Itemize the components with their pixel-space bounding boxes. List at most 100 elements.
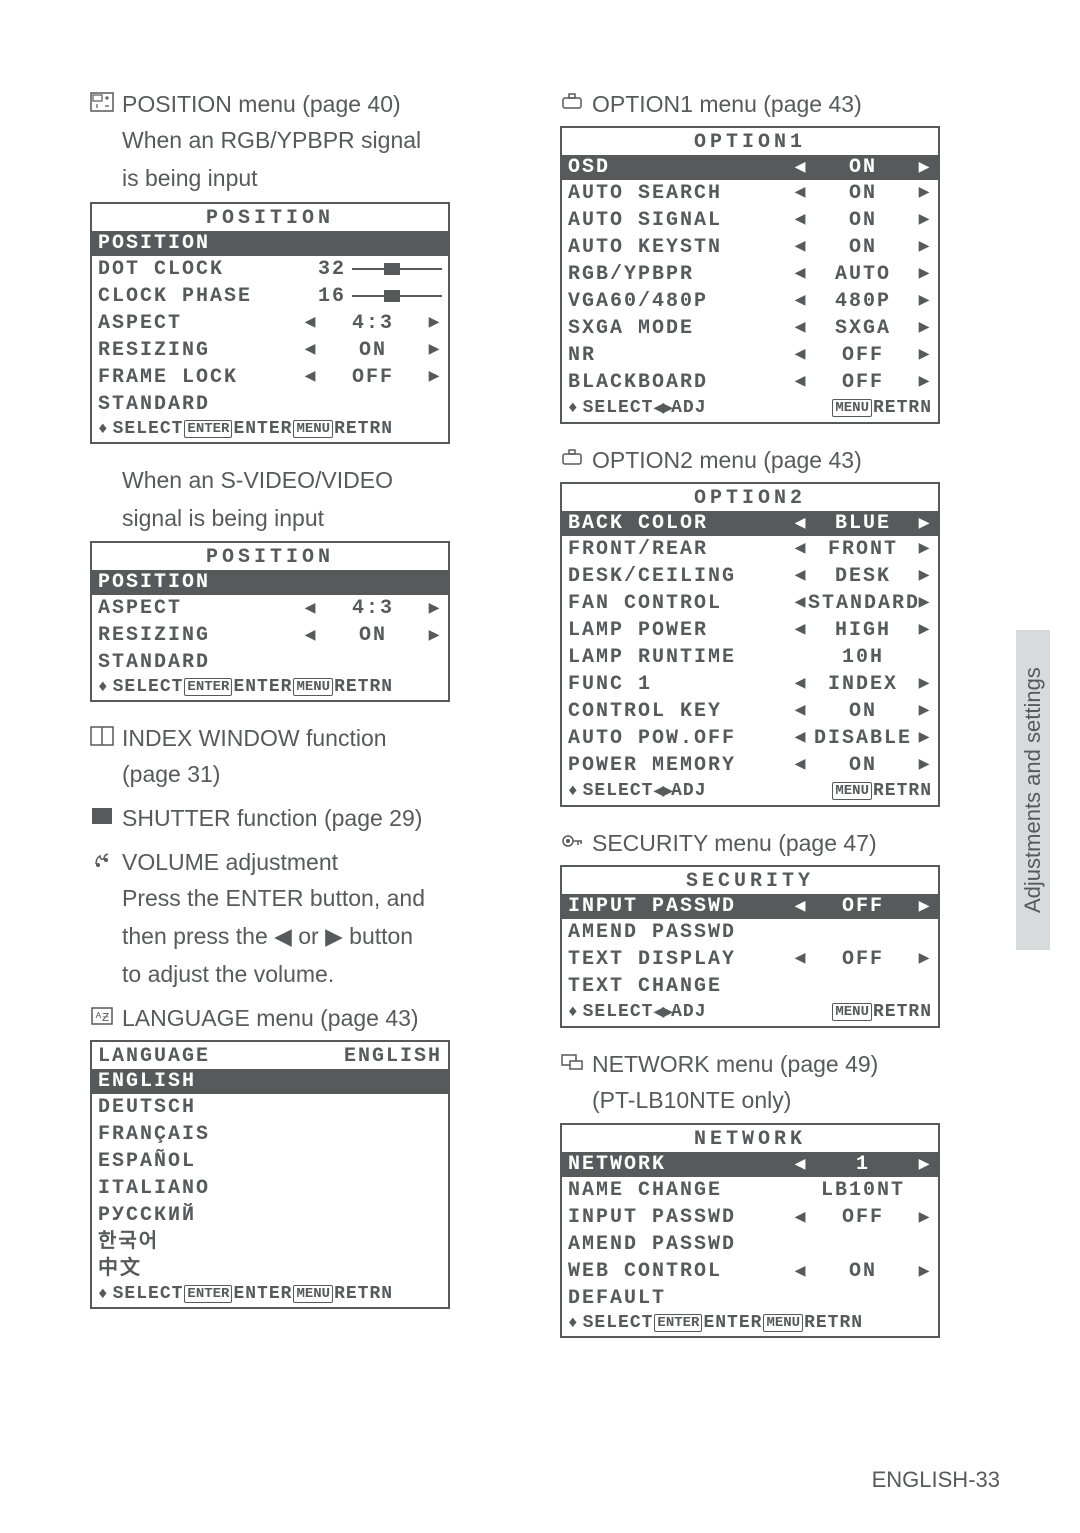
menu-row: ITALIANO: [92, 1175, 448, 1202]
menu-title: SECURITY: [562, 867, 938, 894]
security-icon: [560, 829, 586, 851]
menu-row: LAMP POWER◀HIGH▶: [562, 617, 938, 644]
menu-footer: ♦ SELECTENTERENTERMENURETRN: [562, 1312, 938, 1336]
menu-row: TEXT DISPLAY◀OFF▶: [562, 946, 938, 973]
menu-row: AUTO KEYSTN◀ON▶: [562, 234, 938, 261]
menu-footer: ♦ SELECT ◀▶ ADJMENURETRN: [562, 396, 938, 422]
menu-row: STANDARD: [92, 649, 448, 676]
menu-title: POSITION: [92, 543, 448, 570]
volume-sub2: then press the ◀ or ▶ button: [122, 922, 510, 952]
menu-row: CONTROL KEY◀ON▶: [562, 698, 938, 725]
menu-title: LANGUAGEENGLISH: [92, 1042, 448, 1069]
page-number: ENGLISH-33: [872, 1467, 1000, 1493]
network-icon: [560, 1050, 586, 1072]
menu-highlight: BACK COLOR◀BLUE▶: [562, 511, 938, 536]
menu-row: INPUT PASSWD◀OFF▶: [562, 1204, 938, 1231]
menu-row: AMEND PASSWD: [562, 1231, 938, 1258]
menu-row: NAME CHANGELB10NT: [562, 1177, 938, 1204]
network-menu: NETWORKNETWORK◀1▶NAME CHANGELB10NTINPUT …: [560, 1123, 940, 1338]
shutter-icon: [90, 804, 116, 826]
menu-row: FRANÇAIS: [92, 1121, 448, 1148]
language-icon: ᴬƵ: [90, 1004, 116, 1026]
menu-title: OPTION1: [562, 128, 938, 155]
menu-row: DOT CLOCK32: [92, 256, 448, 283]
index-title: INDEX WINDOW function: [90, 724, 510, 754]
side-tab: Adjustments and settings: [1016, 630, 1050, 950]
index-window-icon: [90, 724, 116, 746]
menu-footer: ♦ SELECTENTERENTERMENURETRN: [92, 418, 448, 442]
menu-highlight: INPUT PASSWD◀OFF▶: [562, 894, 938, 919]
menu-row: NR◀OFF▶: [562, 342, 938, 369]
menu-title: NETWORK: [562, 1125, 938, 1152]
menu-highlight: POSITION: [92, 570, 448, 595]
menu-row: FAN CONTROL◀STANDARD▶: [562, 590, 938, 617]
menu-row: POWER MEMORY◀ON▶: [562, 752, 938, 779]
option2-icon: [560, 446, 586, 468]
language-title: ᴬƵ LANGUAGE menu (page 43): [90, 1004, 510, 1034]
option1-icon: [560, 90, 586, 112]
menu-row: LAMP RUNTIME10H: [562, 644, 938, 671]
menu-row: ASPECT◀4:3▶: [92, 310, 448, 337]
svg-text:ᴬƵ: ᴬƵ: [95, 1011, 109, 1025]
menu-row: DEFAULT: [562, 1285, 938, 1312]
menu-row: 한국어: [92, 1229, 448, 1256]
menu-row: ASPECT◀4:3▶: [92, 595, 448, 622]
security-title: SECURITY menu (page 47): [560, 829, 990, 859]
menu-highlight: ENGLISH: [92, 1069, 448, 1094]
menu-highlight: NETWORK◀1▶: [562, 1152, 938, 1177]
menu-row: STANDARD: [92, 391, 448, 418]
menu-row: DESK/CEILING◀DESK▶: [562, 563, 938, 590]
index-sub: (page 31): [122, 760, 510, 790]
menu-row: VGA60/480P◀480P▶: [562, 288, 938, 315]
language-menu: LANGUAGEENGLISHENGLISHDEUTSCHFRANÇAISESP…: [90, 1040, 450, 1309]
svideo-sub2: signal is being input: [122, 504, 510, 534]
left-column: POSITION menu (page 40) When an RGB/YPBP…: [90, 90, 510, 1360]
position-sub1: When an RGB/YPBPR signal: [122, 126, 510, 156]
menu-highlight: OSD◀ON▶: [562, 155, 938, 180]
menu-row: WEB CONTROL◀ON▶: [562, 1258, 938, 1285]
menu-row: 中文: [92, 1256, 448, 1283]
position-menu-title: POSITION menu (page 40): [90, 90, 510, 120]
menu-footer: ♦ SELECT ◀▶ ADJMENURETRN: [562, 1000, 938, 1026]
menu-title: POSITION: [92, 204, 448, 231]
menu-row: FRAME LOCK◀OFF▶: [92, 364, 448, 391]
menu-row: CLOCK PHASE16: [92, 283, 448, 310]
option2-menu: OPTION2BACK COLOR◀BLUE▶FRONT/REAR◀FRONT▶…: [560, 482, 940, 807]
menu-footer: ♦ SELECTENTERENTERMENURETRN: [92, 676, 448, 700]
menu-row: FRONT/REAR◀FRONT▶: [562, 536, 938, 563]
position-icon: [90, 90, 116, 112]
option2-title: OPTION2 menu (page 43): [560, 446, 990, 476]
menu-row: SXGA MODE◀SXGA▶: [562, 315, 938, 342]
menu-row: TEXT CHANGE: [562, 973, 938, 1000]
shutter-title: SHUTTER function (page 29): [90, 804, 510, 834]
menu-title: OPTION2: [562, 484, 938, 511]
option1-title: OPTION1 menu (page 43): [560, 90, 990, 120]
menu-row: AUTO POW.OFF◀DISABLE▶: [562, 725, 938, 752]
menu-row: RESIZING◀ON▶: [92, 622, 448, 649]
network-sub: (PT-LB10NTE only): [592, 1086, 990, 1116]
security-menu: SECURITYINPUT PASSWD◀OFF▶AMEND PASSWDTEX…: [560, 865, 940, 1028]
menu-footer: ♦ SELECTENTERENTERMENURETRN: [92, 1283, 448, 1307]
menu-row: ESPAÑOL: [92, 1148, 448, 1175]
menu-row: RGB/YPBPR◀AUTO▶: [562, 261, 938, 288]
menu-row: AMEND PASSWD: [562, 919, 938, 946]
volume-title: VOLUME adjustment: [90, 848, 510, 878]
volume-sub1: Press the ENTER button, and: [122, 884, 510, 914]
menu-footer: ♦ SELECT ◀▶ ADJMENURETRN: [562, 779, 938, 805]
position-menu-sv: POSITIONPOSITIONASPECT◀4:3▶RESIZING◀ON▶S…: [90, 541, 450, 702]
menu-row: RESIZING◀ON▶: [92, 337, 448, 364]
network-title: NETWORK menu (page 49): [560, 1050, 990, 1080]
menu-row: AUTO SEARCH◀ON▶: [562, 180, 938, 207]
menu-highlight: POSITION: [92, 231, 448, 256]
menu-row: BLACKBOARD◀OFF▶: [562, 369, 938, 396]
menu-row: DEUTSCH: [92, 1094, 448, 1121]
menu-row: FUNC 1◀INDEX▶: [562, 671, 938, 698]
option1-menu: OPTION1OSD◀ON▶AUTO SEARCH◀ON▶AUTO SIGNAL…: [560, 126, 940, 424]
position-menu-rgb: POSITIONPOSITIONDOT CLOCK32CLOCK PHASE16…: [90, 202, 450, 444]
position-sub2: is being input: [122, 164, 510, 194]
volume-sub3: to adjust the volume.: [122, 960, 510, 990]
menu-row: РУССКИЙ: [92, 1202, 448, 1229]
volume-icon: [90, 848, 116, 870]
svideo-sub1: When an S-VIDEO/VIDEO: [122, 466, 510, 496]
menu-row: AUTO SIGNAL◀ON▶: [562, 207, 938, 234]
